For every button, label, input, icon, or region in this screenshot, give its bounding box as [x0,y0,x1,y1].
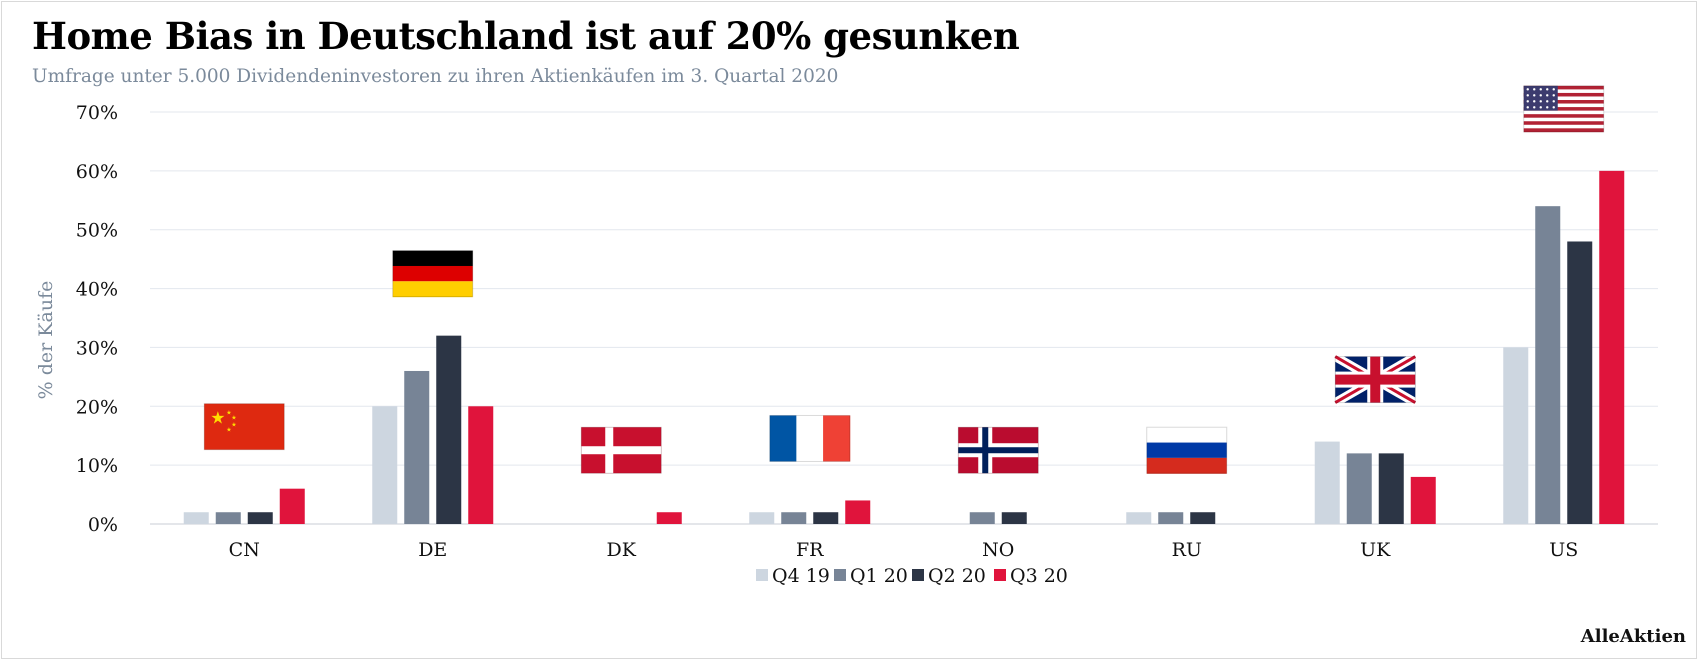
y-tick-label: 60% [76,161,118,183]
legend-swatch [994,569,1006,581]
bar-fr-q1-20 [781,512,807,524]
bar-uk-q2-20 [1378,453,1404,524]
svg-text:★: ★ [231,422,236,429]
legend-swatch [912,569,924,581]
bar-us-q4-19 [1503,347,1529,524]
bar-de-q2-20 [436,335,462,524]
y-tick-label: 40% [76,279,118,301]
legend-label: Q2 20 [928,565,986,587]
bar-no-q2-20 [1001,512,1027,524]
chart-title: Home Bias in Deutschland ist auf 20% ges… [32,14,1020,58]
y-tick-label: 10% [76,455,118,477]
y-tick-label: 50% [76,220,118,242]
x-tick-label: DE [418,539,447,561]
bar-cn-q3-20 [279,488,305,524]
bar-de-q3-20 [468,406,494,524]
bar-ru-q4-19 [1126,512,1152,524]
legend-item-q1-20: Q1 20 [834,565,908,587]
uk-flag-icon [1333,352,1418,407]
bar-ru-q2-20 [1190,512,1216,524]
x-tick-label: FR [796,539,824,561]
chart-subtitle: Umfrage unter 5.000 Dividendeninvestoren… [32,66,839,87]
bar-us-q2-20 [1567,241,1593,524]
x-tick-label: CN [229,539,260,561]
y-tick-label: 70% [76,102,118,124]
bar-cn-q1-20 [215,512,241,524]
legend-swatch [756,569,768,581]
bar-fr-q3-20 [845,500,871,524]
bar-cn-q4-19 [183,512,209,524]
legend-swatch [834,569,846,581]
legend-label: Q3 20 [1010,565,1068,587]
china-flag-icon: ★ ★★★★ [203,403,285,451]
bar-cn-q2-20 [247,512,273,524]
legend-item-q3-20: Q3 20 [994,565,1068,587]
bar-us-q1-20 [1535,206,1561,524]
legend-item-q2-20: Q2 20 [912,565,986,587]
y-tick-label: 30% [76,337,118,359]
x-tick-label: DK [607,539,637,561]
bar-fr-q4-19 [749,512,775,524]
bar-ru-q1-20 [1158,512,1184,524]
flags: ★ ★★★★ [203,85,1605,474]
bar-de-q1-20 [404,370,430,524]
x-tick-label: US [1549,539,1578,561]
bar-us-q3-20 [1599,170,1625,524]
norway-flag-icon [957,426,1039,474]
brand-logo: AlleAktien [1580,626,1686,647]
usa-flag-icon [1523,85,1605,133]
svg-text:★: ★ [231,415,236,422]
legend-label: Q1 20 [850,565,908,587]
france-flag-icon [769,414,851,462]
bar-uk-q4-19 [1314,441,1340,524]
bar-uk-q1-20 [1346,453,1372,524]
legend: Q4 19 Q1 20 Q2 20 Q3 20 [756,565,1068,587]
bar-de-q4-19 [372,406,398,524]
bar-dk-q3-20 [656,512,682,524]
x-axis: CN DE DK FR NO RU UK US [229,539,1579,561]
y-axis: 0% 10% 20% 30% 40% 50% 60% 70% [76,102,118,536]
svg-text:★: ★ [226,427,231,434]
x-tick-label: RU [1172,539,1202,561]
germany-flag-icon [392,250,474,298]
legend-label: Q4 19 [772,565,830,587]
bars [183,170,1625,524]
legend-item-q4-19: Q4 19 [756,565,830,587]
bar-no-q1-20 [969,512,995,524]
svg-text:★: ★ [210,409,225,429]
bar-uk-q3-20 [1410,476,1436,524]
bar-fr-q2-20 [813,512,839,524]
russia-flag-icon [1146,426,1228,474]
y-axis-label: % der Käufe [35,281,57,400]
y-tick-label: 20% [76,396,118,418]
y-tick-label: 0% [88,514,118,536]
denmark-flag-icon [580,426,662,474]
x-tick-label: NO [982,539,1014,561]
svg-text:★: ★ [226,410,231,417]
x-tick-label: UK [1360,539,1391,561]
